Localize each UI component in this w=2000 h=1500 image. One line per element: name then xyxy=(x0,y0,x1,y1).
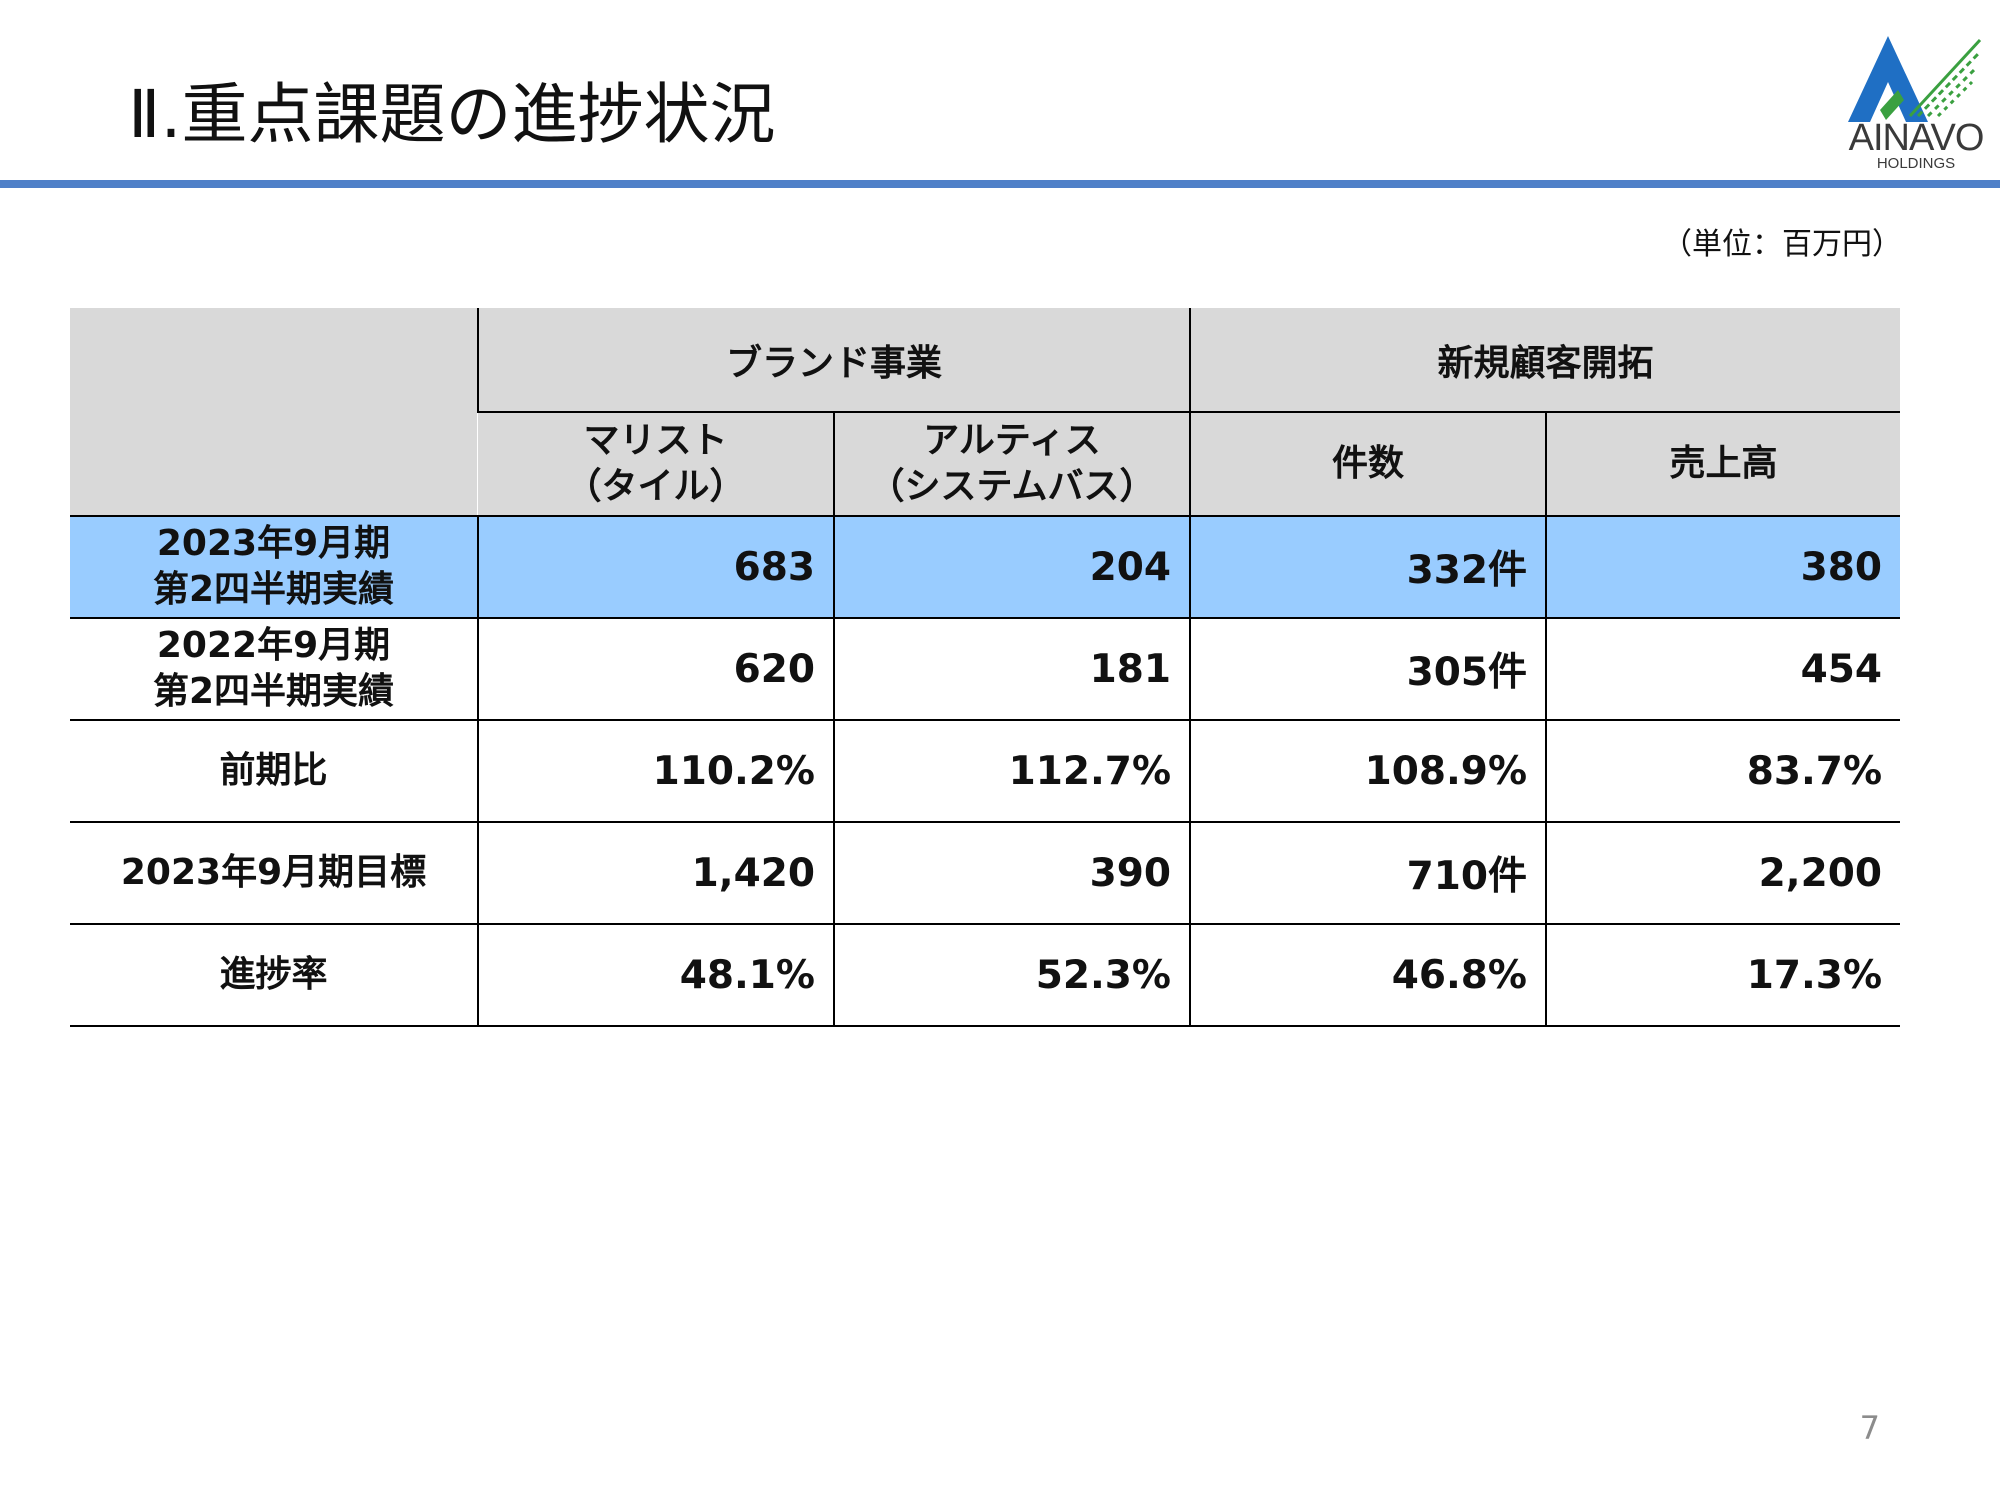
table-cell: 83.7% xyxy=(1545,720,1901,823)
column-header-marist: マリスト （タイル） xyxy=(478,412,834,517)
group-header-new-customers: 新規顧客開拓 xyxy=(1189,308,1901,413)
table-cell: 17.3% xyxy=(1545,924,1901,1027)
column-header-sales: 売上高 xyxy=(1545,412,1901,517)
table-cell: 52.3% xyxy=(832,924,1191,1027)
table-row: 進捗率 48.1% 52.3% 46.8% 17.3% xyxy=(70,924,1901,1027)
table-row: 前期比 110.2% 112.7% 108.9% 83.7% xyxy=(70,720,1901,823)
table-cell: 454 xyxy=(1545,618,1901,721)
table-cell: 683 xyxy=(477,516,834,619)
header-row-groups: ブランド事業 新規顧客開拓 xyxy=(70,308,1901,517)
column-header-artis: アルティス （システムバス） xyxy=(832,412,1191,517)
ainavo-logo-icon xyxy=(1848,36,1982,122)
unit-note: （単位：百万円） xyxy=(1662,227,1902,262)
column-header-count: 件数 xyxy=(1189,412,1547,517)
row-label: 2022年9月期 第2四半期実績 xyxy=(70,618,478,721)
title-underline xyxy=(0,180,2000,188)
group-header-brand: ブランド事業 xyxy=(476,308,1191,413)
table-cell: 1,420 xyxy=(477,822,834,925)
table-cell: 48.1% xyxy=(477,924,834,1027)
column-header-marist-label: マリスト （タイル） xyxy=(565,420,746,507)
column-header-count-label: 件数 xyxy=(1332,443,1405,484)
progress-table: ブランド事業 新規顧客開拓 マリスト （タイル） アルティス （システムバス） 件数… xyxy=(70,308,1901,1027)
logo-sub: HOLDINGS xyxy=(1876,155,1956,172)
table-cell: 110.2% xyxy=(477,720,834,823)
table-row: 2023年9月期目標 1,420 390 710件 2,200 xyxy=(70,822,1901,925)
slide-title: Ⅱ.重点課題の進捗状況 xyxy=(128,76,776,153)
row-label: 進捗率 xyxy=(70,924,478,1027)
header-corner xyxy=(70,308,478,517)
table-cell: 204 xyxy=(832,516,1191,619)
table-body: 2023年9月期 第2四半期実績 683 204 332件 380 2022年9月期 第2四半… xyxy=(70,516,1901,1027)
table-cell: 710件 xyxy=(1189,822,1547,925)
column-header-sales-label: 売上高 xyxy=(1669,443,1778,484)
table-cell: 108.9% xyxy=(1189,720,1547,823)
table-cell: 620 xyxy=(477,618,834,721)
table-row: 2022年9月期 第2四半期実績 620 181 305件 454 xyxy=(70,618,1901,721)
table-cell: 2,200 xyxy=(1545,822,1901,925)
page-number: 7 xyxy=(1859,1409,1880,1447)
row-label: 前期比 xyxy=(70,720,478,823)
table-cell: 112.7% xyxy=(832,720,1191,823)
table-cell: 181 xyxy=(832,618,1191,721)
row-label: 2023年9月期 第2四半期実績 xyxy=(70,516,478,619)
table-cell: 390 xyxy=(832,822,1191,925)
table-cell: 46.8% xyxy=(1189,924,1547,1027)
table-cell: 305件 xyxy=(1189,618,1547,721)
column-header-artis-label: アルティス （システムバス） xyxy=(868,420,1156,507)
row-label: 2023年9月期目標 xyxy=(70,822,478,925)
logo-name: AINAVO xyxy=(1848,117,1985,159)
table-cell: 332件 xyxy=(1189,516,1547,619)
table-row: 2023年9月期 第2四半期実績 683 204 332件 380 xyxy=(70,516,1901,619)
table-cell: 380 xyxy=(1545,516,1901,619)
header-row-columns: マリスト （タイル） アルティス （システムバス） 件数 売上高 xyxy=(70,412,1901,517)
